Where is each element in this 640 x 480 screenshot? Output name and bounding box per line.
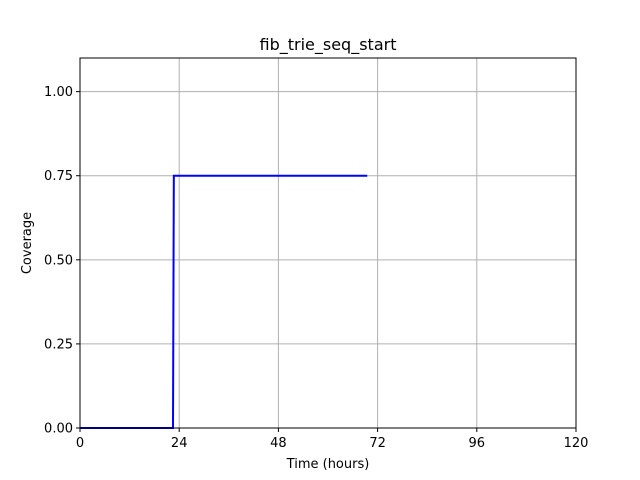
x-tick-label: 72	[369, 436, 386, 451]
chart-title: fib_trie_seq_start	[260, 35, 397, 55]
plot-frame	[79, 57, 577, 429]
x-tick-label: 96	[469, 436, 486, 451]
y-tick-label: 0.00	[44, 422, 73, 437]
x-axis-label: Time (hours)	[286, 457, 370, 472]
y-tick-label: 0.75	[44, 169, 73, 184]
ticks: 0 24 48 72 96 120 0.00 0.25 0.50 0.75 1.00	[44, 85, 588, 451]
plot-area	[80, 58, 576, 428]
y-tick-label: 0.25	[44, 337, 73, 352]
x-tick-label: 0	[76, 436, 84, 451]
x-tick-label: 24	[171, 436, 188, 451]
x-tick-label: 120	[564, 436, 589, 451]
y-axis-label: Coverage	[20, 212, 35, 274]
y-tick-label: 1.00	[44, 85, 73, 100]
x-tick-label: 48	[270, 436, 287, 451]
y-tick-label: 0.50	[44, 253, 73, 268]
